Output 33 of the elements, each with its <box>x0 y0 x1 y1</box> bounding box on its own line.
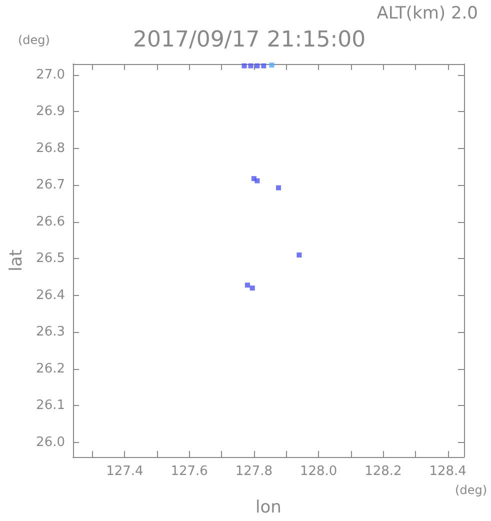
y-tick-label: 27.0 <box>36 68 65 83</box>
y-tick-label: 26.8 <box>36 140 65 156</box>
y-tick-label: 26.1 <box>36 398 65 414</box>
point <box>250 286 255 291</box>
y-tick-label: 26.4 <box>36 288 65 303</box>
x-tick-label: 128.4 <box>429 464 466 479</box>
text: (deg) <box>455 483 488 497</box>
point <box>254 178 260 184</box>
text: (deg) <box>18 33 50 47</box>
point <box>296 252 302 258</box>
y-tick-label: 26.7 <box>36 178 65 193</box>
x-tick-label: 128.0 <box>300 464 338 479</box>
x-tick-label: 127.8 <box>235 464 273 479</box>
point <box>269 62 274 68</box>
y-tick-label: 26.5 <box>36 251 65 266</box>
chart-title: 2017/09/17 21:15:00 <box>133 28 366 52</box>
chart-subtitle: ALT(km) 2.0 <box>376 4 478 24</box>
y-tick-label: 26.2 <box>36 361 65 376</box>
y-tick-label: 26.6 <box>36 214 65 230</box>
x-axis-title: lon <box>256 498 282 518</box>
point <box>254 63 260 68</box>
y-tick-label: 26.0 <box>36 434 65 450</box>
point <box>276 185 282 190</box>
point <box>248 63 254 68</box>
x-tick-label: 127.6 <box>170 464 208 479</box>
point <box>244 282 250 288</box>
point <box>261 63 266 68</box>
y-axis-title: lat <box>6 249 26 272</box>
x-tick-label: 127.4 <box>106 464 144 479</box>
y-tick-label: 26.9 <box>36 104 65 120</box>
point <box>242 63 247 68</box>
y-tick-label: 26.3 <box>36 324 65 340</box>
x-tick-label: 128.2 <box>364 464 402 479</box>
